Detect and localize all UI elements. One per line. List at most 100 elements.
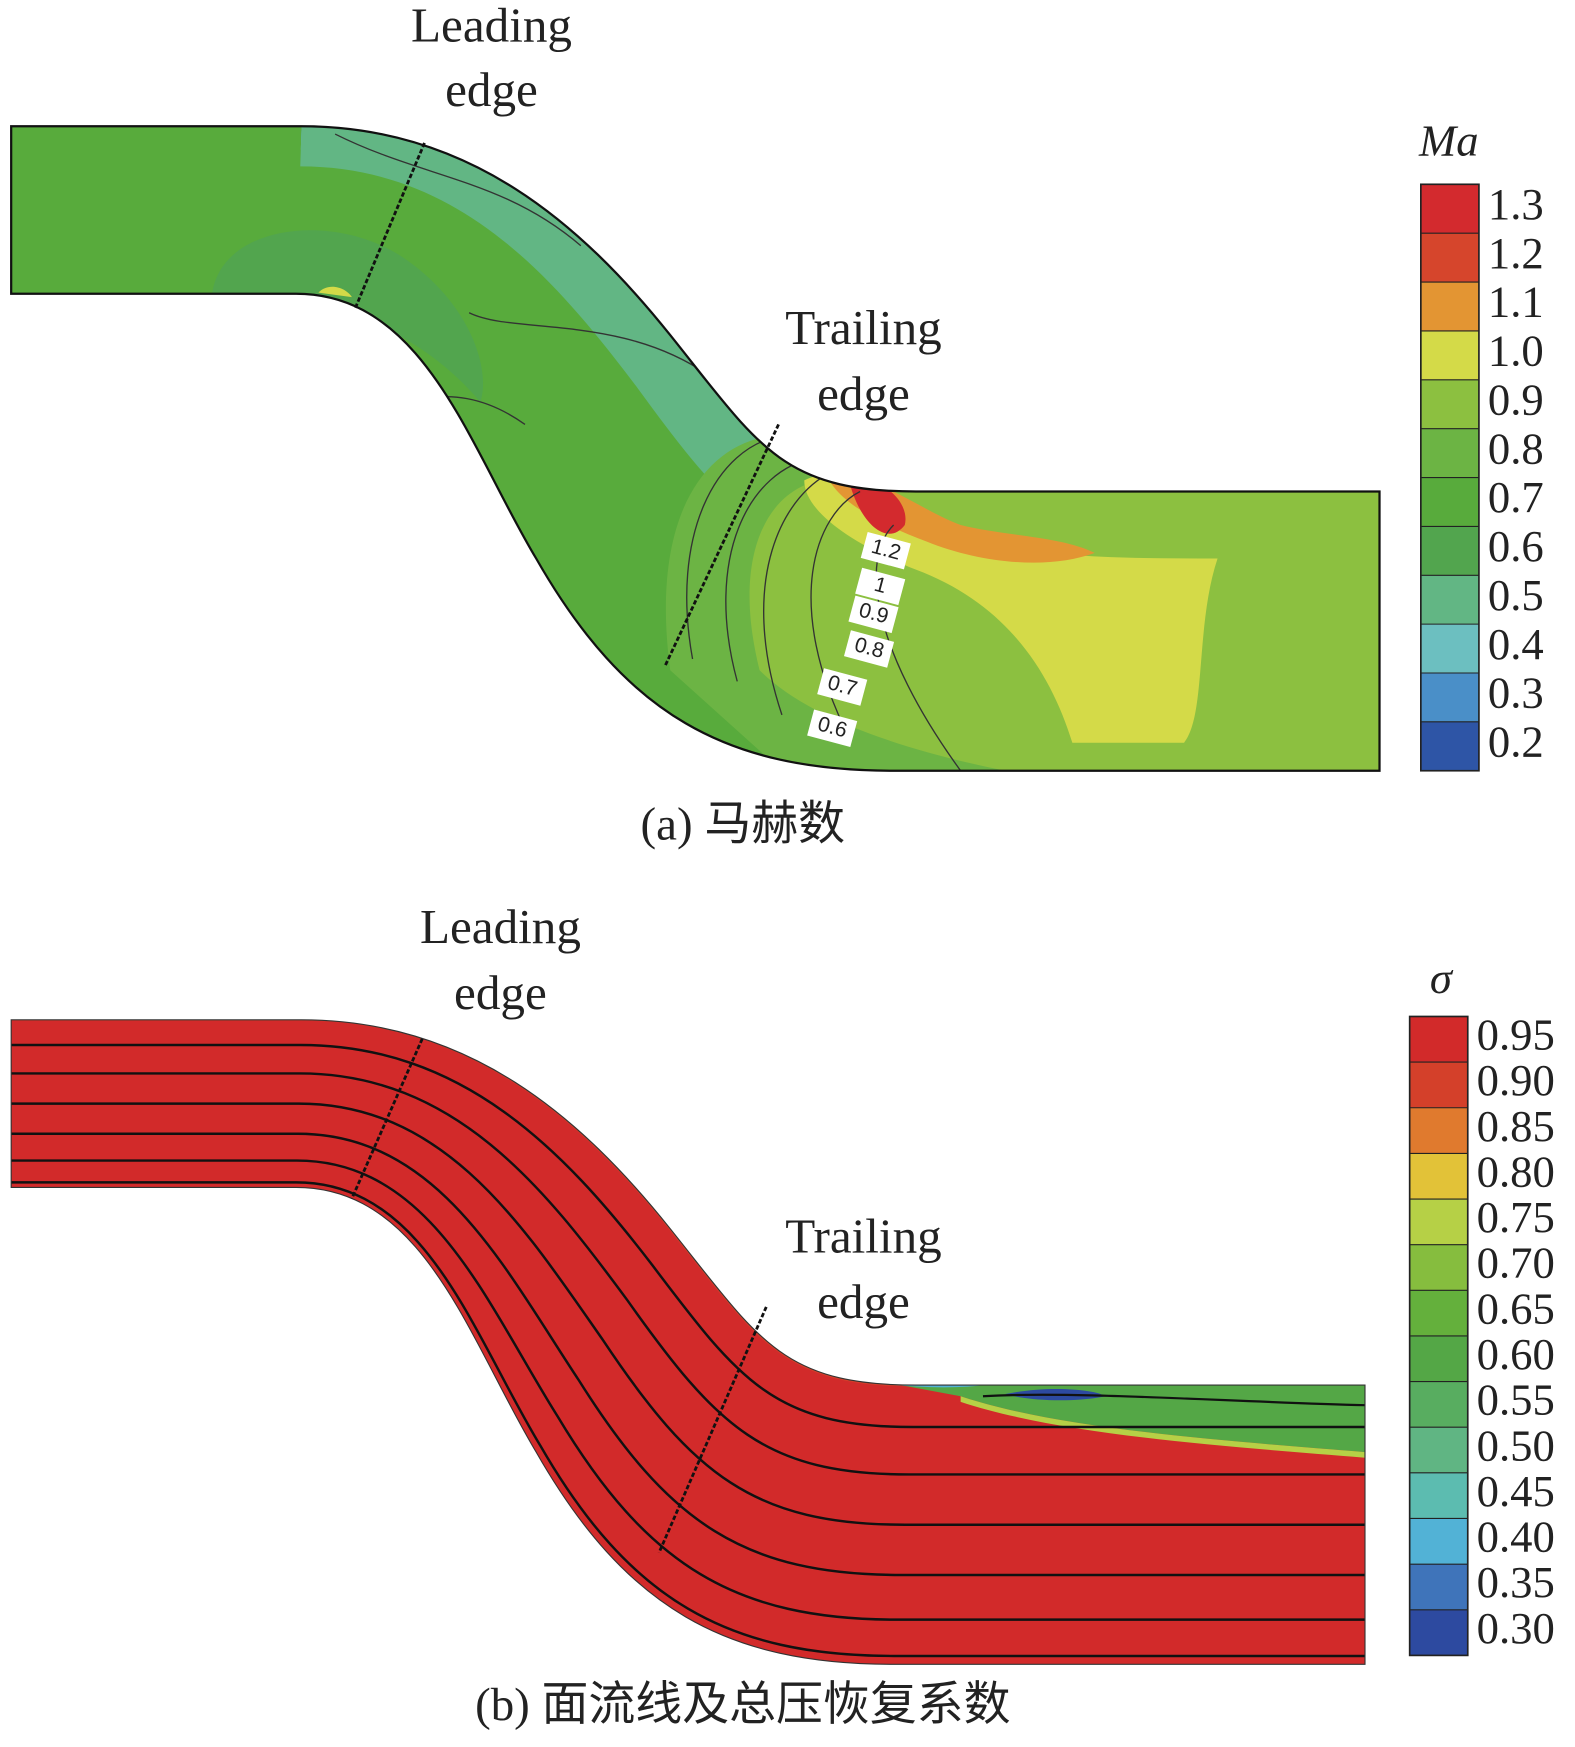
contour-band <box>11 1020 1365 1665</box>
colorbar-band <box>1420 575 1479 625</box>
contour-field <box>11 126 1380 771</box>
contour-line <box>468 312 716 381</box>
contour-field <box>11 1019 1365 1665</box>
colorbar-tick-label: 0.6 <box>1488 521 1544 571</box>
colorbar-band <box>1420 477 1479 527</box>
colorbar-band <box>1409 1427 1468 1474</box>
duct-outline <box>10 1019 1366 1665</box>
colorbar-tick-label: 0.55 <box>1477 1375 1555 1425</box>
contour-band <box>882 1381 1365 1453</box>
colorbar-band <box>1409 1199 1468 1246</box>
colorbar-band <box>1409 1609 1468 1656</box>
colorbar-tick-label: 1.0 <box>1488 326 1544 376</box>
colorbar-tick-label: 0.3 <box>1488 668 1544 718</box>
contour-band <box>212 230 484 403</box>
trailing-edge <box>657 1306 768 1554</box>
colorbar-band <box>1409 1564 1468 1611</box>
leading-edge <box>353 142 426 309</box>
colorbar-tick-label: 0.90 <box>1477 1055 1555 1105</box>
colorbar-band <box>1409 1335 1468 1383</box>
contour-line <box>725 457 816 682</box>
colorbar-band <box>1409 1153 1468 1200</box>
panel-b: 0.950.900.850.800.750.700.650.600.550.50… <box>10 1010 1555 1665</box>
colorbar-tick-label: 1.3 <box>1488 179 1544 229</box>
streamline <box>11 1072 1365 1476</box>
contour-label-bg <box>817 668 868 706</box>
colorbar-band <box>1420 721 1479 772</box>
colorbar-band <box>1409 1244 1468 1291</box>
annotation: edge <box>454 965 547 1020</box>
colorbar-frame <box>1408 1015 1469 1657</box>
colorbar-tick-label: 0.75 <box>1477 1192 1555 1242</box>
caption: (a) 马赫数 <box>641 799 846 851</box>
contour-band <box>848 479 906 534</box>
colorbar-band <box>1420 184 1479 234</box>
contour-label-bg <box>843 630 895 668</box>
colorbar-tick-label: 1.1 <box>1488 277 1544 327</box>
annotation: Trailing <box>785 1208 942 1263</box>
colorbar-tick-label: 0.4 <box>1488 619 1544 669</box>
colorbar-tick-label: 0.60 <box>1477 1329 1555 1379</box>
streamline <box>11 1102 1365 1526</box>
annotation: edge <box>817 1274 910 1329</box>
colorbar-title: σ <box>1430 953 1454 1003</box>
colorbar-band <box>1420 428 1479 479</box>
contour-label-bg <box>848 595 899 634</box>
colorbar-band <box>1409 1518 1468 1565</box>
colorbar-band <box>1420 282 1479 332</box>
contour-band <box>960 1396 1365 1458</box>
colorbar-tick-label: 0.40 <box>1477 1512 1555 1562</box>
contour-line <box>334 133 582 247</box>
colorbar-band <box>1409 1290 1468 1337</box>
annotation: edge <box>445 62 538 117</box>
panel-a: 1.210.90.80.70.61.31.21.11.00.90.80.70.6… <box>10 125 1544 772</box>
colorbar-band <box>1409 1472 1468 1520</box>
colorbar-tick-label: 0.7 <box>1488 472 1544 522</box>
contour-band <box>11 126 916 559</box>
colorbar-tick-label: 0.30 <box>1477 1603 1555 1653</box>
contour-line <box>686 434 783 660</box>
streamline <box>982 1393 1365 1407</box>
annotation: Leading <box>420 899 581 954</box>
annotation: edge <box>817 366 910 421</box>
colorbar-band <box>1409 1062 1468 1109</box>
colorbar-tick-label: 0.5 <box>1488 570 1544 620</box>
colorbar-tick-label: 0.70 <box>1477 1238 1555 1288</box>
colorbar-tick-label: 1.2 <box>1488 228 1544 278</box>
streamline <box>11 1132 1365 1577</box>
colorbar-tick-label: 0.9 <box>1488 374 1544 424</box>
streamline <box>11 1043 1365 1429</box>
colorbar-tick-label: 0.85 <box>1477 1101 1555 1151</box>
contour-band <box>318 286 352 298</box>
colorbar-title: Ma <box>1418 115 1479 165</box>
colorbar-tick-label: 0.95 <box>1477 1010 1555 1060</box>
colorbar-band <box>1409 1107 1468 1154</box>
contour-line <box>763 468 839 716</box>
colorbar-frame <box>1420 183 1480 772</box>
colorbar-band <box>1409 1016 1468 1063</box>
contour-label-bg <box>855 567 906 606</box>
colorbar-band <box>1409 1381 1468 1428</box>
contour-label-bg <box>860 531 911 570</box>
colorbar-band <box>1420 379 1479 430</box>
contour-label-bg <box>807 709 858 748</box>
annotation: Trailing <box>785 300 942 355</box>
annotation: Leading <box>411 0 572 52</box>
caption: (b) 面流线及总压恢复系数 <box>475 1679 1010 1731</box>
contour-label: 1 <box>872 573 889 598</box>
colorbar-tick-label: 0.50 <box>1477 1420 1555 1470</box>
colorbar-tick-label: 0.80 <box>1477 1146 1555 1196</box>
colorbar-tick-label: 0.45 <box>1477 1466 1555 1516</box>
contour-band <box>804 474 1218 743</box>
colorbar-tick-label: 0.8 <box>1488 423 1544 473</box>
colorbar-tick-label: 0.2 <box>1488 717 1544 767</box>
streamline <box>11 1159 1365 1621</box>
streamline <box>11 1181 1365 1658</box>
colorbar-band <box>1420 672 1479 723</box>
colorbar-band <box>1420 233 1479 283</box>
colorbar-band <box>1420 526 1479 576</box>
trailing-edge <box>663 423 780 668</box>
leading-edge <box>350 1038 424 1200</box>
